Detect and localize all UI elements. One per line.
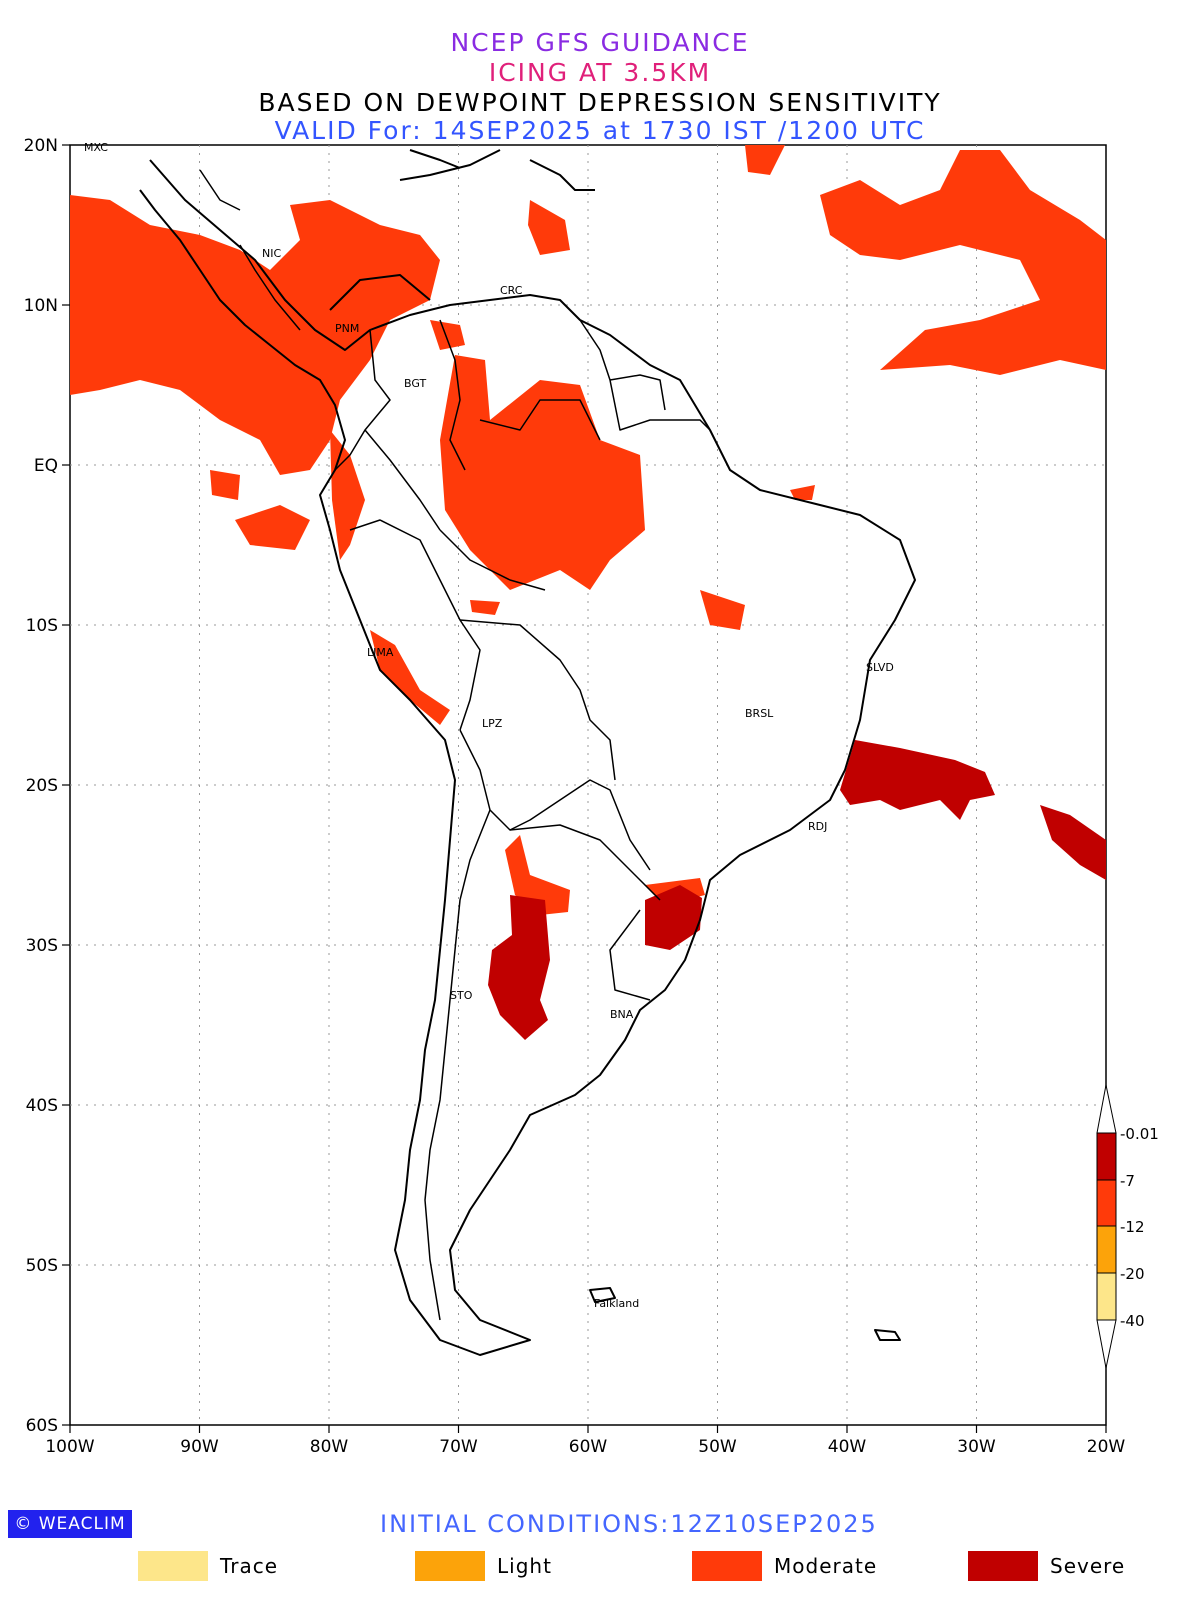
- colorbar-bottom-arrow: [1096, 1319, 1117, 1369]
- weaclim-logo: © WEACLIM: [8, 1510, 132, 1538]
- lat-label: 20N: [24, 136, 58, 156]
- city-label: Falkland: [594, 1297, 639, 1310]
- lon-label: 70W: [439, 1437, 478, 1457]
- lon-label: 90W: [180, 1437, 219, 1457]
- title-field: ICING AT 3.5KM: [488, 58, 712, 87]
- colorbar-label: -7: [1120, 1172, 1135, 1190]
- colorbar-trace: [1096, 1272, 1117, 1321]
- city-label: BNA: [610, 1008, 634, 1021]
- city-label: MXC: [84, 141, 108, 154]
- lon-label: 30W: [957, 1437, 996, 1457]
- lat-label: 10S: [26, 616, 58, 636]
- city-labels: MXC NIC CRC PNM BGT LIMA LPZ BRSL SLVD R…: [84, 141, 894, 1310]
- lat-label: EQ: [34, 456, 58, 476]
- city-label: BRSL: [745, 707, 774, 720]
- moderate-icing-areas: [70, 145, 1106, 915]
- colorbar-severe: [1096, 1132, 1117, 1181]
- lat-label: 30S: [26, 936, 58, 956]
- title-model: NCEP GFS GUIDANCE: [450, 28, 750, 57]
- city-label: BGT: [404, 377, 426, 390]
- lon-label: 50W: [698, 1437, 737, 1457]
- legend-label: Moderate: [774, 1554, 878, 1578]
- colorbar-moderate: [1096, 1179, 1117, 1227]
- city-label: NIC: [262, 247, 281, 260]
- country-borders: [199, 169, 711, 1321]
- city-label: SLVD: [866, 661, 894, 674]
- lat-label: 10N: [24, 296, 58, 316]
- lon-label: 80W: [310, 1437, 349, 1457]
- lon-label: 40W: [828, 1437, 867, 1457]
- city-label: RDJ: [808, 820, 827, 833]
- title-method: BASED ON DEWPOINT DEPRESSION SENSITIVITY: [258, 88, 942, 117]
- title-valid-time: VALID For: 14SEP2025 at 1730 IST /1200 U…: [274, 116, 926, 145]
- lat-label: 60S: [26, 1416, 58, 1436]
- colorbar-light: [1096, 1225, 1117, 1274]
- lat-label: 20S: [26, 776, 58, 796]
- city-label: LPZ: [482, 717, 503, 730]
- logo-text: WEACLIM: [38, 1514, 126, 1534]
- legend-swatch: [138, 1551, 208, 1581]
- legend-label: Trace: [220, 1554, 279, 1578]
- lon-label: 100W: [45, 1437, 94, 1457]
- colorbar-top-arrow: [1096, 1084, 1117, 1134]
- colorbar: -0.01 -7 -12 -20 -40: [1096, 1084, 1159, 1369]
- city-label: STO: [450, 989, 473, 1002]
- legend-label: Severe: [1050, 1554, 1126, 1578]
- city-label: CRC: [500, 284, 523, 297]
- initial-conditions: INITIAL CONDITIONS:12Z10SEP2025: [380, 1510, 878, 1538]
- legend-swatch: [968, 1551, 1038, 1581]
- colorbar-label: -20: [1120, 1265, 1145, 1283]
- lat-label: 50S: [26, 1256, 58, 1276]
- city-label: PNM: [335, 322, 359, 335]
- tick-marks: [62, 144, 1107, 1433]
- lon-label: 20W: [1087, 1437, 1126, 1457]
- city-label: LIMA: [367, 646, 394, 659]
- severe-icing-areas: [488, 740, 1106, 1040]
- colorbar-label: -12: [1120, 1218, 1145, 1236]
- colorbar-label: -0.01: [1120, 1125, 1159, 1143]
- lat-label: 40S: [26, 1096, 58, 1116]
- legend-swatch: [415, 1551, 485, 1581]
- legend-label: Light: [497, 1554, 552, 1578]
- lon-label: 60W: [569, 1437, 608, 1457]
- colorbar-label: -40: [1120, 1312, 1145, 1330]
- legend-swatch: [692, 1551, 762, 1581]
- copyright-icon: ©: [14, 1514, 33, 1534]
